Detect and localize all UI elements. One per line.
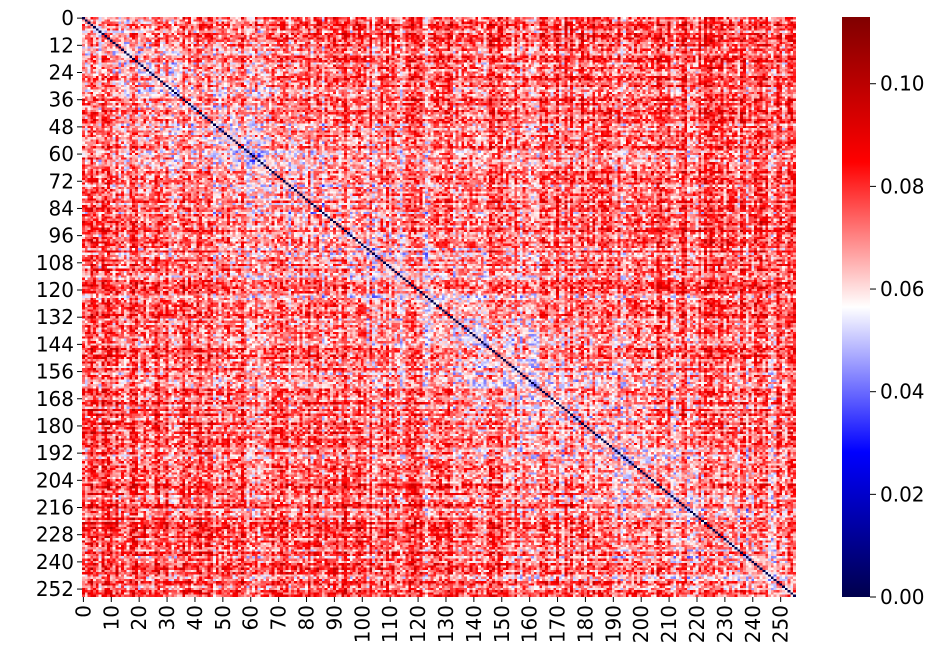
x-tick-label: 220 xyxy=(685,605,709,643)
colorbar-ticks: 0.00 0.02 0.04 0.06 0.08 0.10 xyxy=(870,72,925,609)
y-tick-label: 24 xyxy=(49,61,74,85)
colorbar xyxy=(842,17,870,597)
y-tick-label: 48 xyxy=(49,115,74,139)
x-tick-label: 10 xyxy=(99,605,123,630)
y-tick-label: 204 xyxy=(36,468,74,492)
x-tick-label: 30 xyxy=(155,605,179,630)
y-tick-label: 192 xyxy=(36,441,74,465)
colorbar-tick-label: 0.04 xyxy=(880,380,925,404)
colorbar-tick-label: 0.08 xyxy=(880,174,925,198)
x-axis-ticks: 0 10 20 30 40 50 60 70 80 90 100 110 120 130 140 150 160… xyxy=(71,597,793,643)
colorbar-tick-label: 0.10 xyxy=(880,72,925,96)
y-tick-label: 72 xyxy=(49,169,74,193)
x-tick-label: 20 xyxy=(127,605,151,630)
y-tick-label: 120 xyxy=(36,278,74,302)
x-tick-label: 60 xyxy=(239,605,263,630)
y-tick-label: 84 xyxy=(49,196,74,220)
x-tick-label: 210 xyxy=(657,605,681,643)
x-tick-label: 190 xyxy=(601,605,625,643)
y-axis-ticks: 0 12 24 36 48 60 72 84 96 108 120 132 144 156 168 180 19… xyxy=(36,6,82,601)
y-tick-label: 228 xyxy=(36,523,74,547)
x-tick-label: 110 xyxy=(378,605,402,643)
y-tick-label: 144 xyxy=(36,332,74,356)
x-tick-label: 250 xyxy=(769,605,793,643)
y-tick-label: 96 xyxy=(49,224,74,248)
colorbar-tick-label: 0.00 xyxy=(880,585,925,609)
heatmap-cells xyxy=(82,17,796,597)
y-tick-label: 12 xyxy=(49,33,74,57)
x-tick-label: 0 xyxy=(71,605,95,618)
y-tick-label: 36 xyxy=(49,88,74,112)
y-tick-label: 60 xyxy=(49,142,74,166)
x-tick-label: 40 xyxy=(183,605,207,630)
y-tick-label: 156 xyxy=(36,360,74,384)
x-tick-label: 80 xyxy=(295,605,319,630)
y-tick-label: 132 xyxy=(36,305,74,329)
x-tick-label: 120 xyxy=(406,605,430,643)
x-tick-label: 150 xyxy=(490,605,514,643)
x-tick-label: 90 xyxy=(322,605,346,630)
y-tick-label: 0 xyxy=(61,6,74,30)
x-tick-label: 200 xyxy=(629,605,653,643)
x-tick-label: 70 xyxy=(267,605,291,630)
y-tick-label: 240 xyxy=(36,550,74,574)
x-tick-label: 230 xyxy=(713,605,737,643)
x-tick-label: 130 xyxy=(434,605,458,643)
x-tick-label: 160 xyxy=(518,605,542,643)
colorbar-tick-label: 0.02 xyxy=(880,482,925,506)
y-tick-label: 252 xyxy=(36,577,74,601)
heatmap-matrix-image xyxy=(82,17,796,597)
colorbar-tick-label: 0.06 xyxy=(880,277,925,301)
x-tick-label: 50 xyxy=(211,605,235,630)
x-tick-label: 140 xyxy=(462,605,486,643)
x-tick-label: 170 xyxy=(546,605,570,643)
y-tick-label: 216 xyxy=(36,496,74,520)
x-tick-label: 240 xyxy=(741,605,765,643)
x-tick-label: 180 xyxy=(573,605,597,643)
y-tick-label: 180 xyxy=(36,414,74,438)
x-tick-label: 100 xyxy=(350,605,374,643)
y-tick-label: 168 xyxy=(36,387,74,411)
y-tick-label: 108 xyxy=(36,251,74,275)
